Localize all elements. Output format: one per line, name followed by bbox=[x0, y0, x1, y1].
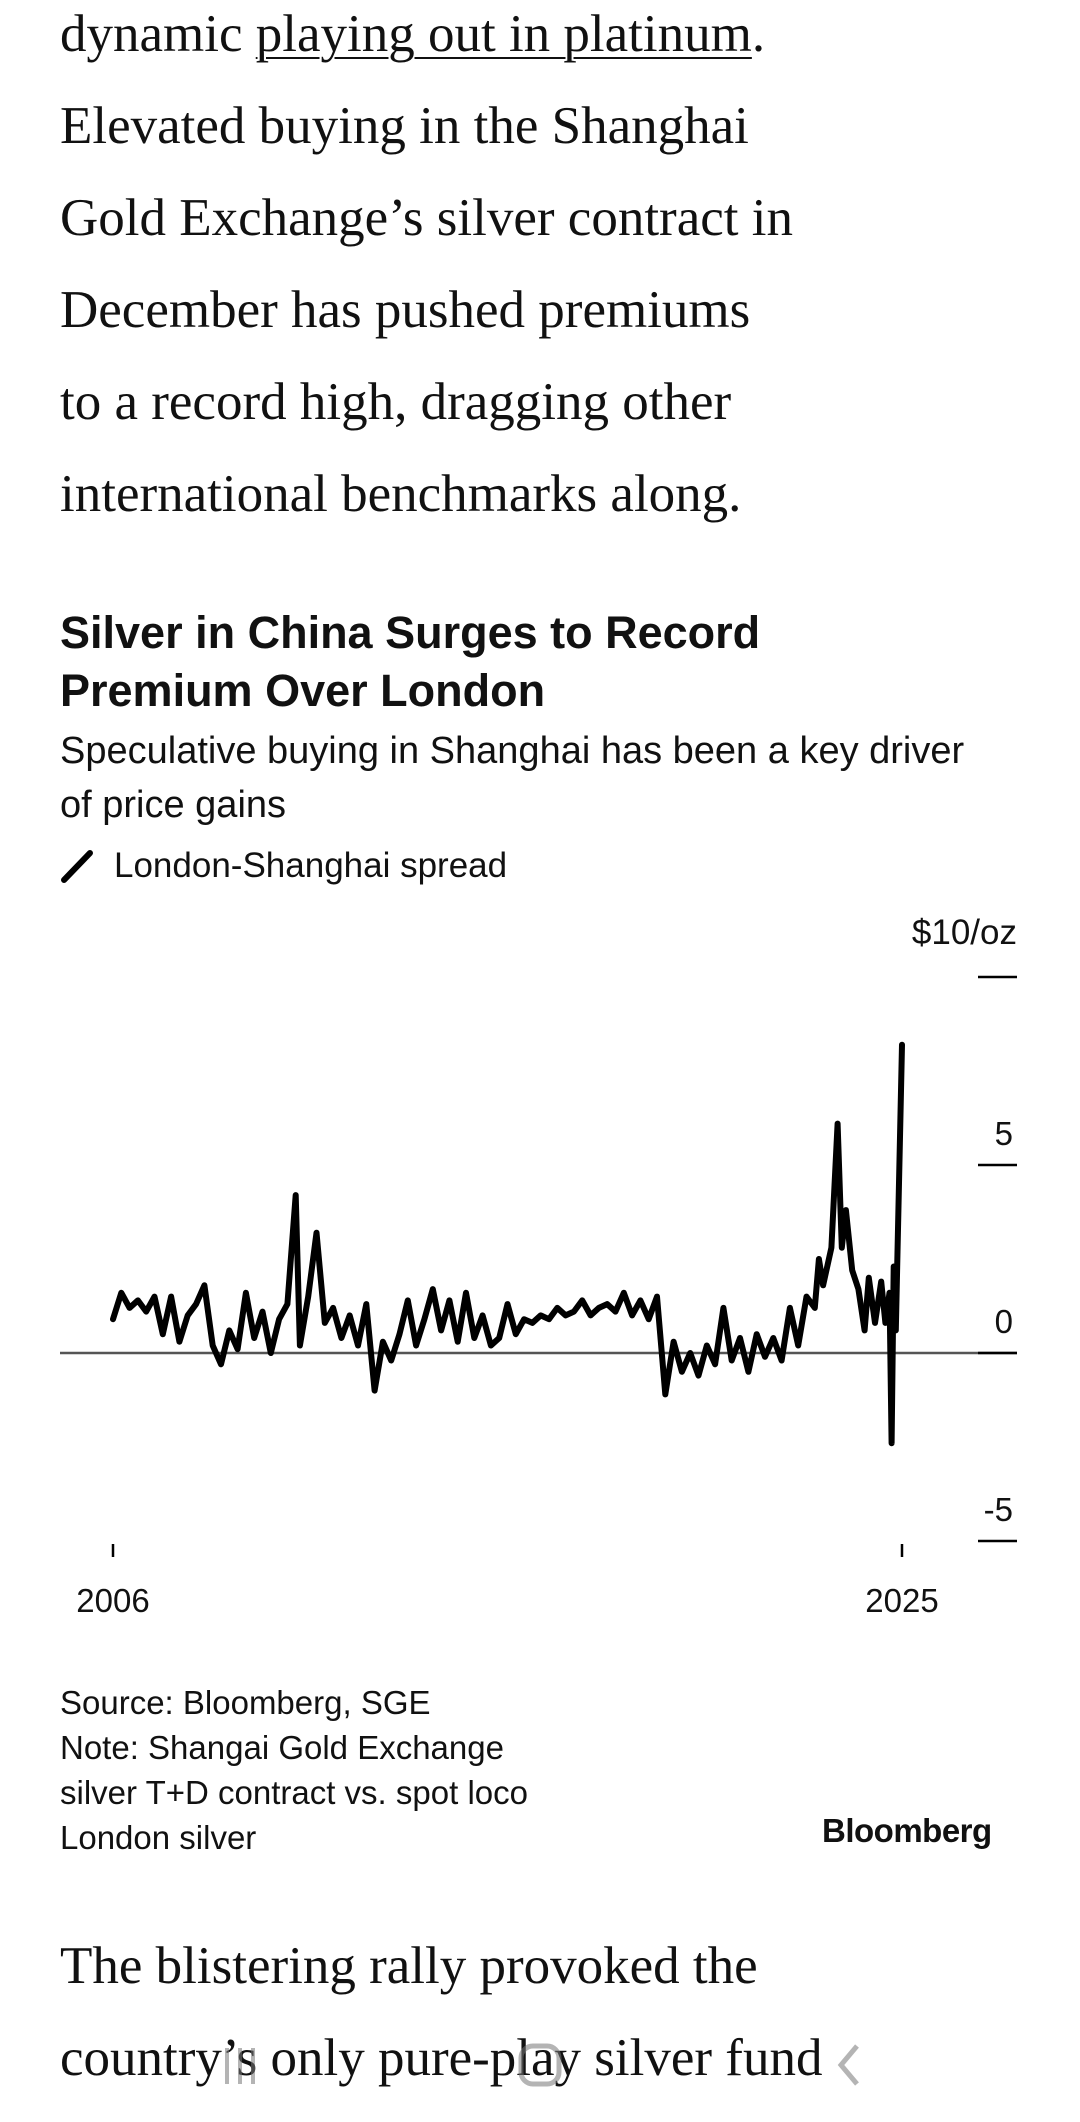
y-tick-label: -5 bbox=[984, 1491, 1013, 1528]
line-slash-icon bbox=[61, 850, 93, 883]
line-chart: 5 0 -5 2006 2025 bbox=[60, 975, 1017, 1619]
y-tick-label: 0 bbox=[995, 1303, 1013, 1340]
text: The blistering rally provoked the bbox=[60, 1937, 758, 1995]
text: country’s only pure-play silver fund bbox=[60, 2029, 823, 2087]
article-paragraph: The blistering rally provoked the countr… bbox=[60, 1920, 1040, 2104]
text: dynamic bbox=[60, 5, 256, 63]
x-tick-label: 2025 bbox=[865, 1582, 938, 1619]
chart-subtitle: Speculative buying in Shanghai has been … bbox=[60, 730, 965, 826]
y-tick-label: 5 bbox=[995, 1115, 1013, 1152]
recent-apps-icon[interactable] bbox=[215, 2040, 265, 2090]
chart-legend: London-Shanghai spread bbox=[60, 846, 507, 886]
bloomberg-logo: Bloomberg bbox=[822, 1812, 992, 1849]
source-text: Source: Bloomberg, SGE bbox=[60, 1684, 431, 1721]
chart-source: Source: Bloomberg, SGE Note: Shangai Gol… bbox=[60, 1680, 528, 1860]
text: to a record high, dragging other bbox=[60, 373, 732, 431]
text: Elevated buying in the Shanghai bbox=[60, 97, 749, 155]
home-icon[interactable] bbox=[515, 2040, 565, 2090]
back-icon[interactable] bbox=[825, 2040, 875, 2090]
platinum-link[interactable]: playing out in platinum bbox=[255, 5, 752, 63]
text: December has pushed premiums bbox=[60, 281, 751, 339]
text: . bbox=[751, 5, 766, 63]
note-text: Note: Shangai Gold Exchange bbox=[60, 1729, 504, 1766]
note-text: silver T+D contract vs. spot loco bbox=[60, 1774, 528, 1811]
text: Gold Exchange’s silver contract in bbox=[60, 189, 793, 247]
series-line-london-shanghai-spread bbox=[110, 1041, 905, 1447]
x-tick-label: 2006 bbox=[76, 1582, 149, 1619]
text: international benchmarks along. bbox=[60, 465, 742, 523]
note-text: London silver bbox=[60, 1819, 257, 1856]
chart-title: Silver in China Surges to Record Premium… bbox=[60, 607, 761, 716]
article-paragraph: dynamic playing out in platinum. Elevate… bbox=[60, 0, 1040, 540]
y-unit-label: $10/oz bbox=[911, 913, 1017, 952]
legend-label: London-Shanghai spread bbox=[114, 846, 508, 885]
